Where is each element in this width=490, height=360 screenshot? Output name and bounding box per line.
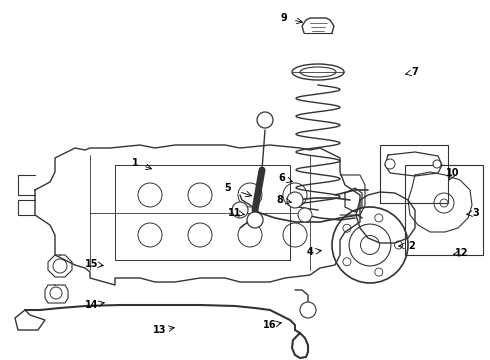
Text: 1: 1 [132,158,138,168]
Text: 2: 2 [409,241,416,251]
Text: 4: 4 [307,247,314,257]
Text: 11: 11 [228,208,242,218]
Text: 8: 8 [276,195,283,205]
Text: 16: 16 [263,320,277,330]
Circle shape [433,160,441,168]
Text: 9: 9 [281,13,287,23]
Text: 12: 12 [455,248,469,258]
Text: 5: 5 [224,183,231,193]
Bar [380,145,448,203]
Text: 14: 14 [85,300,99,310]
Circle shape [287,192,303,208]
Text: 7: 7 [412,67,418,77]
Circle shape [232,202,248,218]
Circle shape [247,212,263,228]
Text: 10: 10 [446,168,460,178]
Text: 6: 6 [279,173,285,183]
Circle shape [257,112,273,128]
Circle shape [385,159,395,169]
Text: 13: 13 [153,325,167,335]
Bar [405,165,483,255]
Circle shape [300,302,316,318]
Text: 3: 3 [473,208,479,218]
Circle shape [298,208,312,222]
Text: 15: 15 [85,259,99,269]
